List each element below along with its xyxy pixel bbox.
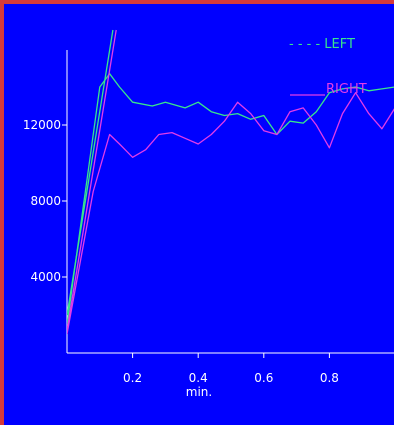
series-line-left [67,73,394,325]
y-tick-label: 4000 [30,270,61,284]
x-tick-label: 0.2 [123,371,142,385]
series-line-right [67,92,394,335]
x-tick-label: 0.6 [254,371,273,385]
series-line-3 [67,29,117,331]
y-tick-label: 8000 [30,194,61,208]
legend-label-left: - - - - LEFT [289,37,355,52]
series-lines [67,29,394,335]
x-tick-label: 0.8 [320,371,339,385]
x-tick-label: 0.4 [189,371,208,385]
legend-label-right: RIGHT [326,82,367,97]
series-line-2 [67,29,114,316]
axes: 4000 8000 12000 0.2 0.4 0.6 0.8 [23,50,394,385]
x-axis-label: min. [186,385,212,399]
legend: - - - - LEFT RIGHT [289,37,367,97]
y-tick-label: 12000 [23,118,61,132]
